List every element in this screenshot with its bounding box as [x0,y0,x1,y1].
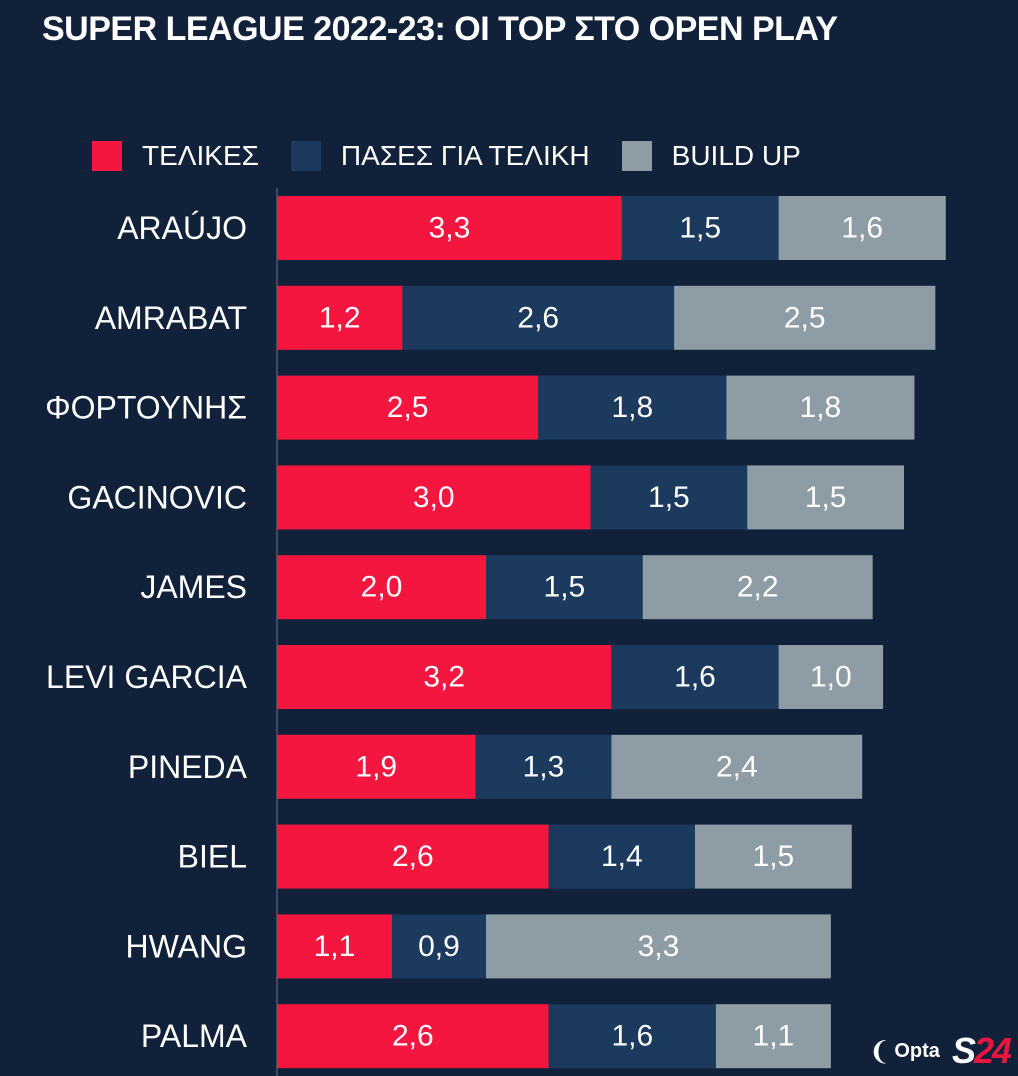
bar-segment-passes [611,645,779,709]
data-label-buildup: 2,4 [716,750,758,783]
category-label: AMRABAT [95,300,247,336]
bar-segment-buildup [611,734,863,799]
category-label: PINEDA [128,749,248,785]
data-label-shots: 3,3 [429,212,471,245]
bar-segment-passes [548,824,695,889]
bar-segment-passes [475,734,612,799]
data-label-shots: 1,9 [355,750,397,783]
bar-segment-shots [277,375,539,440]
legend-swatch-shots [92,141,122,171]
bar-segment-shots [277,914,392,979]
chart-title: SUPER LEAGUE 2022-23: ΟΙ TOP ΣΤΟ OPEN PL… [42,10,838,48]
bar-segment-buildup [695,824,852,889]
data-label-shots: 1,2 [319,301,361,334]
data-label-buildup: 1,5 [753,840,795,873]
data-label-passes: 1,5 [648,481,690,514]
data-label-buildup: 2,2 [737,571,779,604]
data-label-passes: 2,6 [517,301,559,334]
opta-logo-text: Opta [894,1039,940,1062]
data-label-shots: 3,0 [413,481,455,514]
data-label-buildup: 1,8 [800,391,842,424]
data-label-buildup: 1,5 [805,481,847,514]
data-label-passes: 1,5 [544,571,586,604]
category-label: HWANG [126,928,247,964]
s24-logo: S24 [951,1030,1012,1072]
legend-item-buildup: BUILD UP [621,140,801,172]
bar-segment-shots [277,824,549,889]
data-label-passes: 1,5 [679,212,721,245]
bar-segment-passes [538,375,727,440]
legend: ΤΕΛΙΚΕΣ ΠΑΣΕΣ ΓΙΑ ΤΕΛΙΚΗ BUILD UP [92,140,833,172]
bar-segment-shots [277,285,403,350]
bar-segment-buildup [674,285,936,350]
bar-segment-passes [486,555,643,620]
s24-logo-number: 24 [973,1030,1012,1071]
data-label-passes: 1,8 [611,391,653,424]
category-label: JAMES [140,569,247,605]
legend-swatch-buildup [621,141,652,171]
bar-segment-passes [590,465,748,530]
data-label-buildup: 2,5 [784,301,826,334]
data-label-shots: 3,2 [423,661,465,694]
s24-logo-letter: S [951,1030,976,1071]
data-label-buildup: 1,0 [810,661,852,694]
bar-segment-buildup [726,375,915,440]
bar-segment-shots [277,555,486,620]
category-label: GACINOVIC [67,479,247,515]
data-label-buildup: 1,1 [753,1020,795,1053]
data-label-shots: 1,1 [314,930,356,963]
data-label-shots: 2,6 [392,840,434,873]
data-label-shots: 2,0 [361,571,403,604]
data-label-passes: 1,3 [523,750,565,783]
data-label-shots: 2,5 [387,391,429,424]
bar-segment-passes [402,285,675,350]
bar-segment-passes [621,196,779,260]
data-label-passes: 1,6 [674,661,716,694]
bar-segment-shots [277,465,591,530]
legend-label-shots: ΤΕΛΙΚΕΣ [142,140,259,171]
bar-segment-shots [277,196,622,260]
bar-segment-buildup [715,1004,831,1069]
bar-segment-passes [548,1004,716,1069]
bar-segment-shots [277,645,612,709]
bar-segment-buildup [486,914,831,979]
footer-logos: ❨ Opta S24 [869,1030,1012,1072]
bar-segment-buildup [778,645,884,709]
legend-swatch-passes [290,141,321,171]
data-label-shots: 2,6 [392,1020,434,1053]
bar-segment-buildup [778,196,946,260]
bar-segment-buildup [642,555,873,620]
category-label: ΦΟΡΤΟΥΝΗΣ [45,390,247,426]
opta-logo: ❨ Opta [869,1036,940,1067]
legend-label-buildup: BUILD UP [671,140,801,171]
legend-item-passes: ΠΑΣΕΣ ΓΙΑ ΤΕΛΙΚΗ [290,140,590,172]
data-label-buildup: 3,3 [638,930,680,963]
bar-segment-shots [277,734,476,799]
bar-segment-shots [277,1004,549,1069]
category-label: LEVI GARCIA [46,659,248,695]
legend-item-shots: ΤΕΛΙΚΕΣ [92,140,259,172]
opta-icon: ❨ [868,1035,891,1066]
bar-segment-passes [391,914,486,979]
data-label-passes: 0,9 [418,930,460,963]
legend-label-passes: ΠΑΣΕΣ ΓΙΑ ΤΕΛΙΚΗ [340,140,590,171]
category-label: PALMA [141,1018,248,1054]
data-label-passes: 1,4 [601,840,643,873]
category-label: ARAÚJO [117,210,247,246]
data-label-buildup: 1,6 [841,212,883,245]
category-label: BIEL [178,839,247,875]
data-label-passes: 1,6 [611,1020,653,1053]
bar-segment-buildup [747,465,904,530]
